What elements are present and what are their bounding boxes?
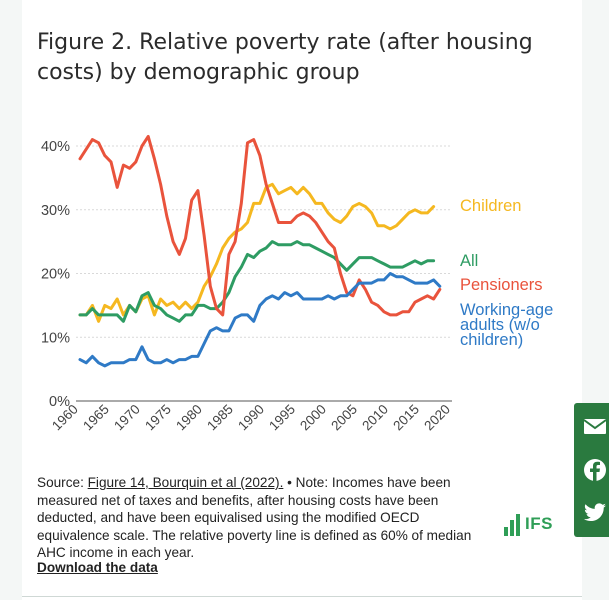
legend-label-pensioners: Pensioners <box>460 276 543 294</box>
legend-label-working_age: children) <box>460 331 523 349</box>
x-tick-label: 1985 <box>204 402 236 434</box>
download-data-link[interactable]: Download the data <box>37 560 158 575</box>
x-tick-label: 1970 <box>111 402 143 434</box>
mail-icon[interactable] <box>582 413 608 439</box>
note-text: • Note: Incomes have been measured net o… <box>37 475 472 560</box>
x-tick-label: 2005 <box>328 402 360 434</box>
source-note: Source: Figure 14, Bourquin et al (2022)… <box>37 474 482 562</box>
divider <box>22 596 582 597</box>
x-tick-label: 1965 <box>80 402 112 434</box>
twitter-icon[interactable] <box>582 499 608 525</box>
x-tick-label: 2015 <box>390 402 422 434</box>
logo-bar <box>516 514 520 536</box>
line-chart: 0%10%20%30%40%1960 1965 1970 1975 1980 1985 19… <box>41 134 553 434</box>
series-line-working_age <box>78 272 442 368</box>
x-tick-label: 1975 <box>142 402 174 434</box>
source-prefix: Source: <box>37 475 88 490</box>
legend-label-children: Children <box>460 197 521 215</box>
x-tick-label: 1995 <box>266 402 298 434</box>
x-tick-label: 1980 <box>173 402 205 434</box>
x-tick-label: 1990 <box>235 402 267 434</box>
y-tick-label: 10% <box>41 330 70 346</box>
y-tick-label: 20% <box>41 267 70 283</box>
source-link[interactable]: Figure 14, Bourquin et al (2022). <box>87 475 284 490</box>
logo-bar <box>510 520 514 536</box>
y-tick-label: 30% <box>41 203 70 219</box>
x-tick-label: 2020 <box>421 402 453 434</box>
ifs-logo: IFS <box>500 510 560 538</box>
facebook-icon[interactable] <box>582 457 608 483</box>
logo-text: IFS <box>525 514 553 533</box>
y-tick-label: 40% <box>41 139 70 155</box>
logo-bar <box>504 527 508 536</box>
legend-label-all: All <box>460 252 478 270</box>
y-tick-label: 0% <box>49 394 70 410</box>
legend-label-working_age: adults (w/o <box>460 316 540 334</box>
series-line-pensioners <box>78 134 442 317</box>
share-bar <box>574 403 609 537</box>
series-line-all <box>78 240 436 323</box>
x-tick-label: 2000 <box>297 402 329 434</box>
legend-label-working_age: Working-age <box>460 301 553 319</box>
figure-title: Figure 2. Relative poverty rate (after h… <box>37 30 533 85</box>
x-tick-label: 2010 <box>359 402 391 434</box>
